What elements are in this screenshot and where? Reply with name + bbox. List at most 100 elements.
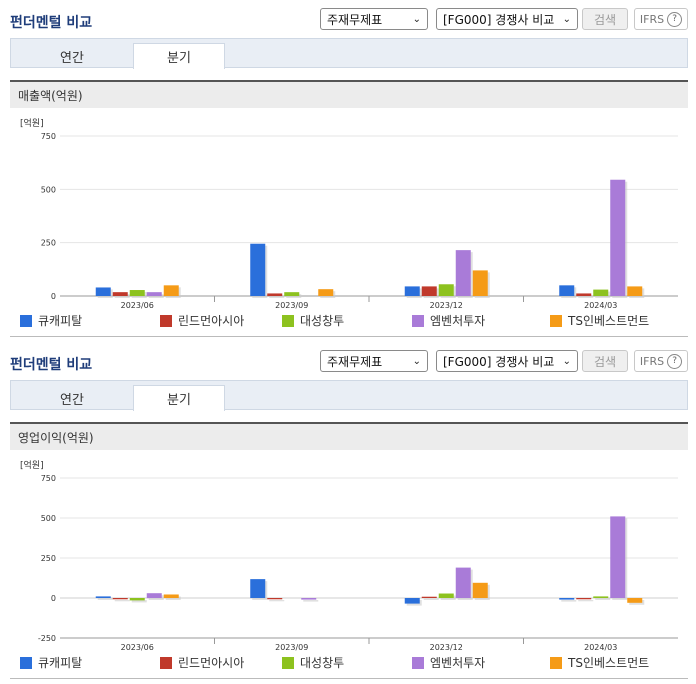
bar-2024-03-series-3 xyxy=(610,179,626,296)
bar-shadow xyxy=(286,294,302,298)
legend-label: TS인베스트먼트 xyxy=(568,656,650,670)
bar-shadow xyxy=(269,295,285,298)
y-tick-label: 500 xyxy=(41,185,56,194)
search-button[interactable]: 검색 xyxy=(582,350,628,372)
bar-shadow xyxy=(114,600,130,602)
legend-item[interactable]: 엠벤처투자 xyxy=(412,654,485,671)
bar-2023-12-series-1 xyxy=(421,596,437,598)
tab-annual[interactable]: 연간 xyxy=(60,50,84,66)
section-title: 매출액(억원) xyxy=(10,80,688,108)
y-tick-label: 0 xyxy=(51,292,56,301)
peer-group-select[interactable]: [FG000] 경쟁사 비교 ⌄ xyxy=(436,350,578,372)
bar-2024-03-series-2 xyxy=(593,289,609,296)
bar-2023-09-series-1 xyxy=(267,598,283,600)
legend-swatch xyxy=(412,314,424,327)
bar-2023-06-series-2 xyxy=(129,598,145,601)
bar-2023-06-series-4 xyxy=(163,594,179,598)
bar-2023-12-series-0 xyxy=(404,598,420,604)
statement-select-value: 주재무제표 xyxy=(327,12,383,27)
bar-2023-09-series-1 xyxy=(267,293,283,296)
x-tick-label: 2024/03 xyxy=(584,301,617,310)
legend-label: 대성창투 xyxy=(300,314,345,328)
period-tabs: 연간 분기 xyxy=(10,38,688,69)
chart-legend: 큐캐피탈 린드먼아시아 대성창투 엠벤처투자 TS인베스트먼트 xyxy=(20,312,680,330)
bar-2023-06-series-1 xyxy=(112,292,128,296)
bar-2023-09-series-2 xyxy=(284,292,300,296)
legend-item[interactable]: 큐캐피탈 xyxy=(20,312,82,329)
peer-group-select[interactable]: [FG000] 경쟁사 비교 ⌄ xyxy=(436,8,578,30)
revenue-bar-chart: [억원] 0 250 500 750 2023/06 2023/09 2023/12 2024/… xyxy=(20,117,678,310)
chevron-down-icon: ⌄ xyxy=(562,355,571,367)
legend-item[interactable]: 큐캐피탈 xyxy=(20,654,82,671)
period-tabs: 연간 분기 xyxy=(10,380,688,411)
peer-group-select-value: [FG000] 경쟁사 비교 xyxy=(443,12,555,27)
panel-title: 펀더멘털 비교 xyxy=(10,357,93,373)
x-tick-label: 2023/06 xyxy=(121,643,154,652)
tab-quarterly[interactable]: 분기 xyxy=(133,43,225,69)
bar-2023-09-series-0 xyxy=(250,579,266,598)
legend-item[interactable]: TS인베스트먼트 xyxy=(550,654,649,671)
bar-shadow xyxy=(131,600,147,603)
tab-quarterly[interactable]: 분기 xyxy=(133,385,225,411)
statement-select-value: 주재무제표 xyxy=(327,354,383,369)
bar-2023-12-series-2 xyxy=(438,593,454,598)
bar-2023-12-series-1 xyxy=(421,286,437,296)
legend-item[interactable]: 대성창투 xyxy=(282,312,344,329)
bar-2024-03-series-4 xyxy=(627,286,643,296)
fundamental-panel-revenue: 펀더멘털 비교 주재무제표 ⌄ [FG000] 경쟁사 비교 ⌄ 검색 IFRS… xyxy=(10,8,688,337)
x-tick-label: 2024/03 xyxy=(584,643,617,652)
bar-shadow xyxy=(303,600,319,602)
y-tick-label: 750 xyxy=(41,474,56,483)
x-tick-label: 2023/09 xyxy=(275,301,308,310)
legend-item[interactable]: 대성창투 xyxy=(282,654,344,671)
tab-annual[interactable]: 연간 xyxy=(60,392,84,408)
legend-swatch xyxy=(550,656,562,669)
legend-swatch xyxy=(20,656,32,669)
x-tick-label: 2023/09 xyxy=(275,643,308,652)
divider xyxy=(10,336,688,337)
bar-2023-06-series-1 xyxy=(112,598,128,600)
bar-2023-09-series-0 xyxy=(250,243,266,296)
legend-label: TS인베스트먼트 xyxy=(568,314,650,328)
ifrs-button[interactable]: IFRS ? xyxy=(634,350,688,372)
legend-label: 대성창투 xyxy=(300,656,345,670)
section-title: 영업이익(억원) xyxy=(10,422,688,450)
search-button[interactable]: 검색 xyxy=(582,8,628,30)
chevron-down-icon: ⌄ xyxy=(562,13,571,25)
legend-label: 큐캐피탈 xyxy=(38,314,83,328)
panel-title: 펀더멘털 비교 xyxy=(10,15,93,31)
bar-2024-03-series-0 xyxy=(559,598,575,600)
y-tick-label: 250 xyxy=(41,554,56,563)
bar-2024-03-series-4 xyxy=(627,598,643,603)
ifrs-button[interactable]: IFRS ? xyxy=(634,8,688,30)
statement-select[interactable]: 주재무제표 ⌄ xyxy=(320,350,428,372)
fundamental-panel-operating-income: 펀더멘털 비교 주재무제표 ⌄ [FG000] 경쟁사 비교 ⌄ 검색 IFRS… xyxy=(0,342,696,684)
bar-2023-12-series-2 xyxy=(438,284,454,296)
legend-item[interactable]: 엠벤처투자 xyxy=(412,312,485,329)
bar-2023-12-series-4 xyxy=(472,270,488,296)
statement-select[interactable]: 주재무제표 ⌄ xyxy=(320,8,428,30)
bar-2023-06-series-0 xyxy=(95,287,111,296)
bar-2023-06-series-2 xyxy=(129,290,145,296)
legend-label: 린드먼아시아 xyxy=(178,314,245,328)
legend-item[interactable]: TS인베스트먼트 xyxy=(550,312,649,329)
legend-swatch xyxy=(550,314,562,327)
legend-item[interactable]: 린드먼아시아 xyxy=(160,312,244,329)
operating-income-bar-chart: [억원] -250 0 250 500 750 2023/06 2023/09 2023/12 2… xyxy=(20,459,678,652)
bar-2024-03-series-1 xyxy=(576,293,592,296)
bar-shadow xyxy=(114,294,130,298)
legend-swatch xyxy=(20,314,32,327)
bar-2023-12-series-0 xyxy=(404,286,420,296)
unit-label: [억원] xyxy=(20,459,44,471)
legend-item[interactable]: 린드먼아시아 xyxy=(160,654,244,671)
bar-2023-12-series-3 xyxy=(455,250,471,296)
bar-2023-06-series-3 xyxy=(146,292,162,296)
bar-2024-03-series-2 xyxy=(593,596,609,598)
bar-2023-12-series-3 xyxy=(455,567,471,598)
divider xyxy=(10,678,688,679)
legend-label: 큐캐피탈 xyxy=(38,656,83,670)
bar-2023-09-series-3 xyxy=(301,598,317,600)
bar-2023-06-series-0 xyxy=(95,596,111,598)
bar-shadow xyxy=(148,294,164,298)
y-tick-label: 500 xyxy=(41,514,56,523)
